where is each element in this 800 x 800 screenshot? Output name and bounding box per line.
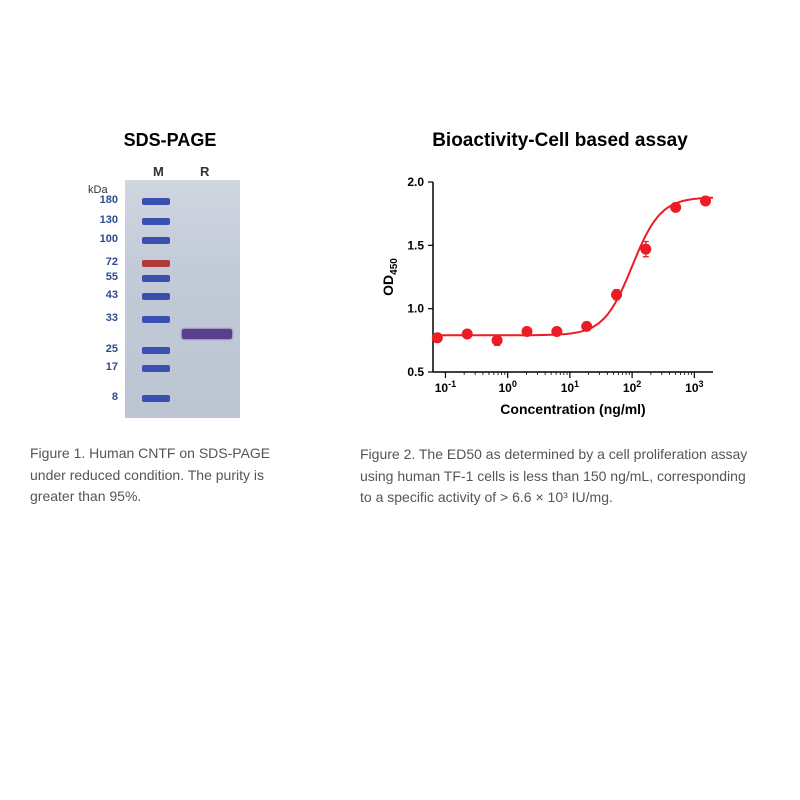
- marker-band: [142, 275, 170, 282]
- chart-svg: 0.5 1.0 1.5 2.0 10-1 100 101 102 103 OD450 Concent…: [375, 167, 735, 422]
- svg-text:101: 101: [561, 379, 579, 395]
- marker-band: [142, 347, 170, 354]
- marker-label: 33: [90, 312, 118, 324]
- marker-band: [142, 218, 170, 225]
- marker-label: 55: [90, 271, 118, 283]
- figure-1-caption: Figure 1. Human CNTF on SDS-PAGE under r…: [30, 443, 310, 508]
- lane-label-m: M: [153, 164, 164, 179]
- marker-label: 100: [90, 233, 118, 245]
- dose-response-chart: 0.5 1.0 1.5 2.0 10-1 100 101 102 103 OD450 Concent…: [375, 167, 735, 422]
- marker-label: 72: [90, 256, 118, 268]
- svg-text:103: 103: [685, 379, 703, 395]
- marker-band: [142, 395, 170, 402]
- marker-label: 8: [90, 391, 118, 403]
- svg-text:0.5: 0.5: [407, 365, 424, 379]
- svg-text:100: 100: [498, 379, 516, 395]
- lane-label-r: R: [200, 164, 209, 179]
- svg-text:OD450: OD450: [380, 258, 400, 296]
- marker-label: 180: [90, 194, 118, 206]
- svg-text:1.5: 1.5: [407, 238, 424, 252]
- svg-text:102: 102: [623, 379, 641, 395]
- svg-text:Concentration (ng/ml): Concentration (ng/ml): [500, 401, 645, 417]
- svg-text:10-1: 10-1: [435, 379, 456, 395]
- figure-2-caption: Figure 2. The ED50 as determined by a ce…: [360, 444, 760, 509]
- gel-image: kDa M R 1801301007255433325178: [80, 166, 260, 421]
- marker-band: [142, 293, 170, 300]
- marker-band: [142, 237, 170, 244]
- marker-label: 17: [90, 361, 118, 373]
- sds-page-panel: SDS-PAGE kDa M R 1801301007255433325178 …: [30, 130, 310, 509]
- marker-label: 130: [90, 214, 118, 226]
- svg-text:2.0: 2.0: [407, 175, 424, 189]
- marker-label: 43: [90, 289, 118, 301]
- svg-text:1.0: 1.0: [407, 302, 424, 316]
- marker-band: [142, 365, 170, 372]
- bioactivity-panel: Bioactivity-Cell based assay 0.5 1.0 1.5 2.…: [360, 130, 760, 509]
- marker-label: 25: [90, 343, 118, 355]
- sds-page-title: SDS-PAGE: [30, 130, 310, 151]
- sample-band: [182, 329, 232, 339]
- marker-band: [142, 198, 170, 205]
- bioactivity-title: Bioactivity-Cell based assay: [360, 130, 760, 152]
- marker-band: [142, 316, 170, 323]
- marker-band: [142, 260, 170, 267]
